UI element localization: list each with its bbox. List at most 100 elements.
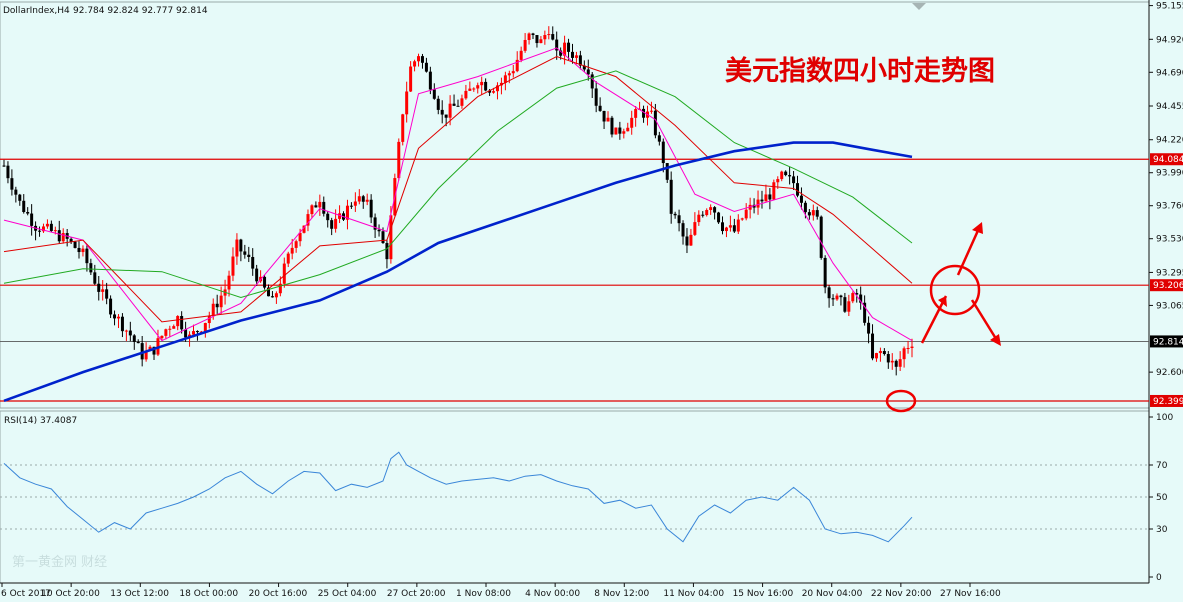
level-price-label: 94.084 bbox=[1153, 155, 1183, 165]
candle-body bbox=[251, 256, 255, 269]
candle-body bbox=[144, 350, 148, 360]
candle-body bbox=[255, 268, 259, 282]
candle-body bbox=[345, 205, 349, 220]
candle-body bbox=[882, 351, 886, 355]
candle-body bbox=[717, 212, 721, 223]
candle-body bbox=[152, 346, 156, 355]
candle-body bbox=[184, 329, 188, 338]
candle-body bbox=[902, 348, 906, 360]
candle-body bbox=[543, 35, 547, 40]
candle-body bbox=[89, 263, 93, 273]
ohlc-readout: 92.784 92.824 92.777 92.814 bbox=[73, 6, 208, 16]
candle-body bbox=[247, 254, 251, 257]
candle-body bbox=[472, 88, 476, 90]
candle-body bbox=[570, 51, 574, 58]
candle-body bbox=[322, 201, 326, 214]
candle-body bbox=[377, 229, 381, 232]
candle-body bbox=[669, 179, 673, 214]
candle-body bbox=[681, 223, 685, 237]
candle-body bbox=[116, 316, 120, 319]
candle-body bbox=[267, 287, 271, 297]
candle-body bbox=[452, 103, 456, 106]
candle-body bbox=[606, 117, 610, 122]
candle-body bbox=[73, 241, 77, 248]
candle-body bbox=[49, 223, 53, 231]
watermark: 第一黄金网 财经 bbox=[12, 554, 107, 570]
time-tick-label: 25 Oct 04:00 bbox=[318, 589, 377, 599]
candle-body bbox=[219, 295, 223, 308]
candle-body bbox=[22, 200, 26, 213]
candle-body bbox=[851, 293, 855, 302]
candle-body bbox=[128, 330, 132, 336]
forecast-annotation bbox=[885, 222, 1001, 413]
time-tick-label: 8 Nov 12:00 bbox=[594, 589, 649, 599]
candle-body bbox=[827, 287, 831, 299]
candle-body bbox=[132, 335, 136, 342]
candle-body bbox=[871, 333, 875, 359]
candle-body bbox=[282, 263, 286, 284]
candle-body bbox=[835, 295, 839, 300]
candle-body bbox=[847, 301, 851, 312]
level-price-box bbox=[1150, 394, 1183, 407]
candle-body bbox=[468, 88, 472, 91]
candle-body bbox=[2, 165, 6, 167]
candle-body bbox=[701, 214, 705, 216]
candle-body bbox=[448, 103, 452, 118]
candle-body bbox=[598, 105, 602, 111]
candle-body bbox=[780, 171, 784, 180]
time-tick-label: 22 Nov 20:00 bbox=[871, 589, 932, 599]
candle-body bbox=[831, 298, 835, 300]
candle-body bbox=[503, 75, 507, 83]
candle-body bbox=[634, 109, 638, 118]
scroll-marker-icon[interactable] bbox=[912, 3, 926, 10]
candle-body bbox=[547, 34, 551, 36]
candle-body bbox=[164, 329, 168, 336]
candle-body bbox=[539, 39, 543, 44]
rsi-tick-label: 30 bbox=[1156, 525, 1168, 535]
candle-body bbox=[610, 117, 614, 135]
ma-line bbox=[3, 141, 913, 403]
candle-body bbox=[369, 199, 373, 218]
candle-body bbox=[823, 257, 827, 288]
candle-body bbox=[630, 117, 634, 128]
candle-body bbox=[784, 171, 788, 176]
candle-body bbox=[428, 71, 432, 90]
candle-body bbox=[353, 201, 357, 206]
candle-body bbox=[792, 176, 796, 184]
candle-body bbox=[772, 182, 776, 200]
down-arrow-icon bbox=[990, 334, 1001, 346]
up-arrow-icon bbox=[972, 222, 983, 234]
candle-body bbox=[397, 141, 401, 179]
candle-body bbox=[417, 56, 421, 62]
candle-body bbox=[413, 61, 417, 67]
rsi-tick-label: 100 bbox=[1156, 413, 1173, 423]
candle-body bbox=[756, 199, 760, 208]
candle-body bbox=[45, 223, 49, 227]
candle-body bbox=[97, 283, 101, 292]
candle-body bbox=[515, 59, 519, 72]
candle-body bbox=[535, 35, 539, 44]
price-tick-label: 92.600 bbox=[1156, 368, 1183, 378]
forecast-circle bbox=[929, 264, 981, 316]
candle-body bbox=[405, 91, 409, 115]
candle-body bbox=[665, 163, 669, 180]
candle-body bbox=[113, 314, 117, 319]
candle-body bbox=[551, 34, 555, 40]
candle-body bbox=[799, 195, 803, 203]
candle-body bbox=[898, 359, 902, 367]
candle-body bbox=[361, 196, 365, 202]
time-tick-label: 1 Nov 08:00 bbox=[456, 589, 511, 599]
candle-body bbox=[334, 218, 338, 229]
candle-body bbox=[803, 202, 807, 213]
candle-body bbox=[574, 55, 578, 58]
candle-body bbox=[807, 212, 811, 216]
candle-body bbox=[732, 225, 736, 232]
candle-body bbox=[401, 114, 405, 142]
price-tick-label: 93.760 bbox=[1156, 202, 1183, 212]
candle-body bbox=[760, 199, 764, 202]
level-price-label: 92.399 bbox=[1153, 397, 1183, 407]
candle-body bbox=[705, 209, 709, 216]
candle-body bbox=[689, 234, 693, 246]
